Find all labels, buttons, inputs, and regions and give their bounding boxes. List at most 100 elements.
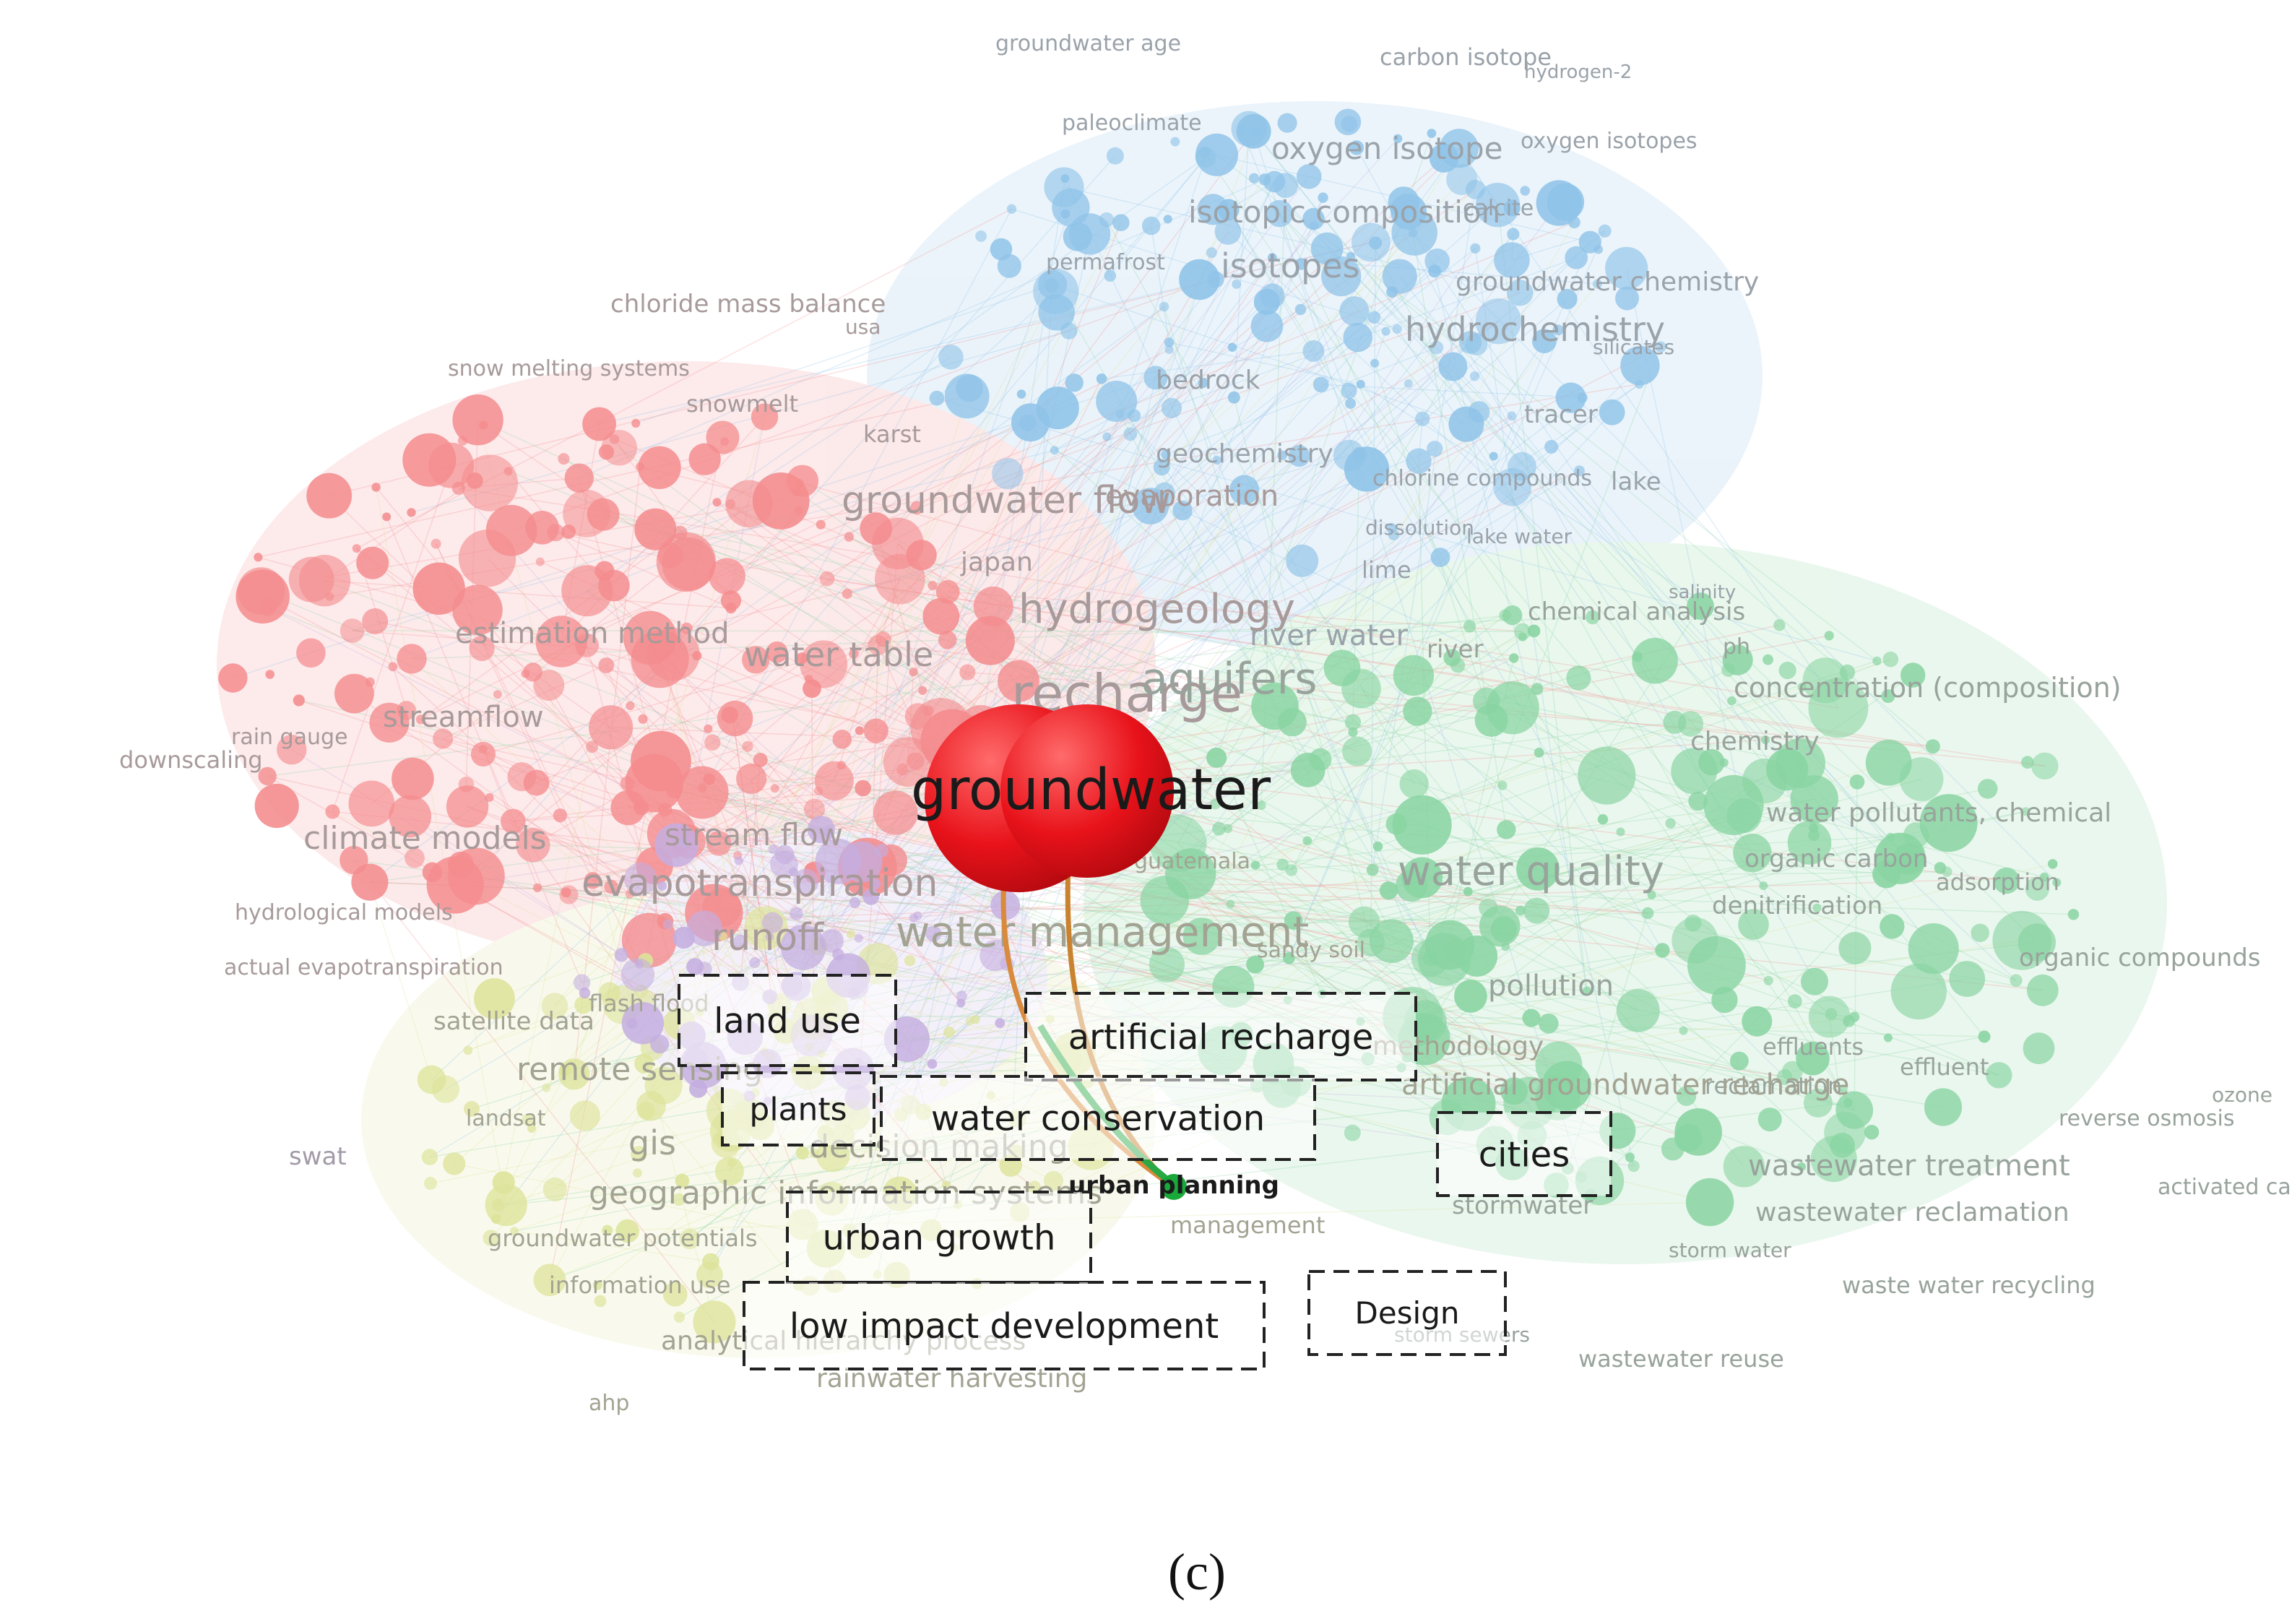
red-cluster-label: downscaling <box>119 746 263 774</box>
red-cluster-node <box>814 761 854 800</box>
purple-cluster-node <box>995 1018 1006 1029</box>
green-cluster-label: waste water recycling <box>1842 1271 2096 1299</box>
network-edge <box>701 208 1013 793</box>
blue-cluster-node <box>1557 288 1578 310</box>
red-cluster-label: estimation method <box>455 617 730 650</box>
blue-cluster-label: paleoclimate <box>1062 111 1202 136</box>
green-cluster-node <box>1246 955 1264 974</box>
red-cluster-node <box>959 664 976 681</box>
green-cluster-node <box>1586 610 1600 625</box>
green-cluster-node <box>1757 1107 1782 1132</box>
annotation-box: artificial recharge <box>1024 992 1417 1081</box>
network-edge <box>610 346 1661 888</box>
green-cluster-node <box>1357 928 1385 956</box>
red-cluster-node <box>397 644 427 674</box>
blue-cluster-node <box>1112 214 1130 232</box>
green-cluster-node <box>1924 1088 1963 1126</box>
network-edge <box>1233 129 1250 398</box>
network-edge <box>811 868 1648 914</box>
red-cluster-node <box>736 763 767 794</box>
red-cluster-node <box>910 501 924 515</box>
yellow-cluster-label: water management <box>896 907 1309 956</box>
red-cluster-node <box>407 508 416 517</box>
green-cluster-node <box>1522 1008 1541 1027</box>
green-cluster-node <box>1655 943 1670 958</box>
green-cluster-node <box>1711 986 1738 1014</box>
red-cluster-node <box>461 454 518 511</box>
network-edge <box>1253 131 1582 1178</box>
red-cluster-node <box>638 714 648 724</box>
green-cluster-node <box>1726 798 1762 834</box>
green-cluster-node <box>1977 779 1998 799</box>
green-cluster-node <box>1223 824 1233 834</box>
green-cluster-node <box>1761 735 1770 745</box>
purple-cluster-node <box>621 1002 665 1045</box>
annotation-box: Design <box>1307 1270 1507 1356</box>
green-cluster-node <box>2010 974 2023 987</box>
purple-cluster-node <box>614 948 628 962</box>
green-cluster-node <box>1899 757 1944 801</box>
green-cluster-node <box>1450 657 1466 673</box>
yellow-cluster-node <box>615 1219 639 1243</box>
green-cluster-node <box>1919 794 1978 852</box>
red-cluster-node <box>813 786 823 795</box>
blue-cluster-node <box>1318 192 1328 203</box>
network-edge <box>948 591 1523 632</box>
network-edge <box>999 377 1156 1024</box>
blue-cluster-node <box>1263 170 1286 193</box>
red-cluster-node <box>470 741 496 766</box>
blue-cluster-node <box>1060 322 1078 340</box>
red-cluster-node <box>553 808 568 823</box>
blue-cluster-node <box>1104 269 1117 282</box>
green-cluster-node <box>1342 736 1372 766</box>
green-cluster-node <box>1393 655 1435 696</box>
red-cluster-node <box>485 504 537 556</box>
red-cluster-node <box>533 670 565 701</box>
network-edge <box>1150 506 1569 1169</box>
green-cluster-label: effluent <box>1900 1053 1989 1081</box>
green-cluster-node <box>1348 727 1358 738</box>
blue-cluster-label: tracer <box>1524 400 1598 429</box>
blue-cluster-node <box>1170 137 1180 147</box>
yellow-cluster-node <box>602 1225 613 1236</box>
network-edge <box>1374 331 1387 364</box>
blue-cluster-node <box>1536 180 1582 226</box>
red-cluster-node <box>293 694 305 707</box>
blue-cluster-node <box>1060 209 1071 219</box>
green-cluster-node <box>1251 682 1299 730</box>
red-cluster-node <box>589 705 633 750</box>
green-cluster-node <box>1182 917 1221 955</box>
red-cluster-label: evapotranspiration <box>581 862 938 905</box>
network-edge <box>537 635 1830 889</box>
green-cluster-node <box>1256 800 1266 811</box>
yellow-cluster-node <box>569 1100 601 1131</box>
blue-cluster-label: salinity <box>1669 582 1736 603</box>
blue-cluster-node <box>1345 398 1357 409</box>
network-edge <box>498 842 685 1206</box>
green-cluster-node <box>2026 974 2059 1006</box>
purple-cluster-node <box>734 856 743 865</box>
green-cluster-node <box>1843 1015 1856 1027</box>
red-cluster-node <box>918 686 927 695</box>
red-cluster-node <box>288 556 334 602</box>
yellow-cluster-node <box>474 978 515 1019</box>
yellow-cluster-node <box>941 1180 951 1190</box>
blue-cluster-node <box>1404 379 1413 389</box>
green-cluster-node <box>1399 769 1429 799</box>
yellow-cluster-label: sandy soil <box>1257 938 1365 963</box>
green-cluster-node <box>1541 1061 1592 1111</box>
network-edge <box>771 418 1423 923</box>
red-cluster-node <box>479 420 488 430</box>
red-cluster-node <box>371 483 381 492</box>
annotation-box: plants <box>721 1071 875 1146</box>
yellow-cluster-node <box>904 955 916 967</box>
green-cluster-node <box>1883 1033 1893 1042</box>
blue-cluster-label: groundwater age <box>995 31 1181 56</box>
red-cluster-node <box>855 726 864 735</box>
red-cluster-node <box>819 571 835 587</box>
network-edge <box>506 889 1389 1206</box>
purple-cluster-node <box>686 958 704 975</box>
network-edge <box>1255 636 1523 866</box>
blue-cluster-label: hydrochemistry <box>1405 310 1665 349</box>
purple-cluster-node <box>913 911 922 920</box>
